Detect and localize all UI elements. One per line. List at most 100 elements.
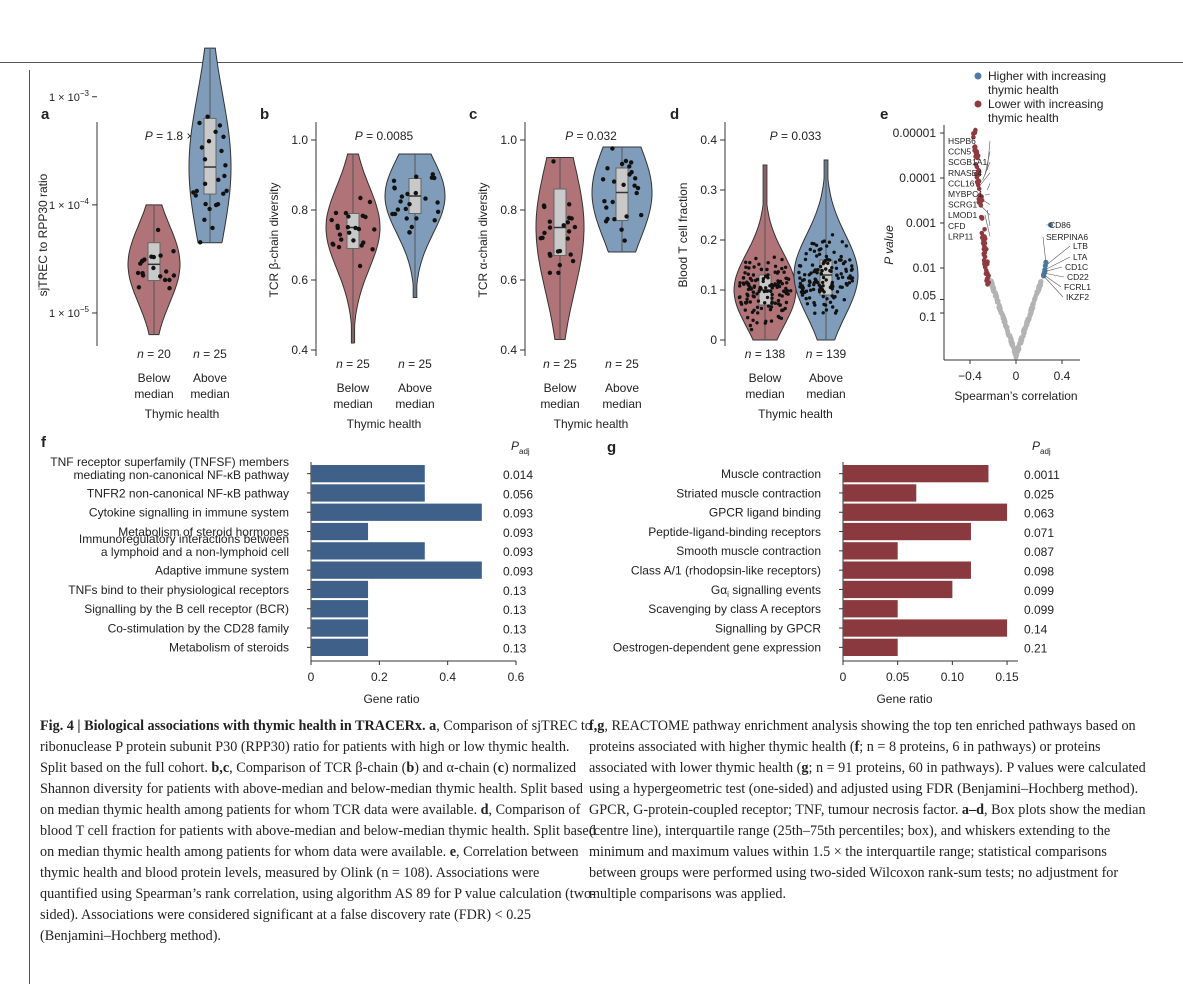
data-point <box>357 263 363 269</box>
point-lower <box>972 144 977 150</box>
data-point <box>223 163 228 168</box>
category-label: Signalling by GPCR <box>715 621 821 635</box>
data-point <box>755 292 759 296</box>
data-point <box>756 311 760 315</box>
category-label: TNFR2 non-canonical NF-κB pathway <box>87 486 289 500</box>
point-lower <box>972 148 977 153</box>
data-point <box>837 258 842 262</box>
data-point <box>548 253 553 258</box>
data-point <box>136 285 142 290</box>
data-point <box>347 230 352 235</box>
data-point <box>167 277 172 283</box>
category-label: TNFs bind to their physiological recepto… <box>68 583 289 597</box>
data-point <box>804 252 808 256</box>
gene-label: CFD <box>948 221 965 231</box>
label-leader <box>1042 236 1047 263</box>
data-point <box>217 123 223 128</box>
category-label: Metabolism of steroid hormones <box>118 525 289 539</box>
data-point <box>765 295 770 300</box>
data-point <box>221 134 226 139</box>
panel-letter-g: g <box>607 439 616 456</box>
data-point <box>764 319 768 323</box>
caption-text: ) and α-chain ( <box>414 760 498 776</box>
data-point <box>749 287 753 291</box>
caption-fig-title: Fig. 4 | Biological associations with th… <box>40 718 437 734</box>
data-point <box>785 281 789 285</box>
data-point <box>780 308 784 312</box>
data-point <box>210 225 215 231</box>
data-point <box>191 190 196 195</box>
data-point <box>782 270 786 274</box>
data-point <box>221 191 226 196</box>
point-lower <box>971 131 976 136</box>
x-group-label: median <box>806 387 845 401</box>
x-group-label: Above <box>809 371 843 385</box>
y-tick-label: 0.3 <box>700 183 717 197</box>
data-point <box>831 284 835 289</box>
y-axis-label: Blood T cell fraction <box>676 183 690 288</box>
data-point <box>773 264 778 268</box>
x-tick-label: 0 <box>308 670 315 684</box>
data-point <box>849 268 854 272</box>
label-leader <box>1044 272 1065 278</box>
data-point <box>570 258 576 264</box>
data-point <box>603 219 609 224</box>
data-point <box>839 254 843 259</box>
category-label: Class A/1 (rhodopsin-like receptors) <box>631 564 821 578</box>
data-point <box>151 265 156 271</box>
data-point <box>797 264 802 268</box>
data-point <box>780 294 784 298</box>
data-point <box>565 236 570 241</box>
x-group-label: Below <box>544 381 577 395</box>
bar <box>311 522 369 541</box>
data-point <box>752 265 756 269</box>
data-point <box>414 216 419 221</box>
padj-header: Padj <box>511 439 530 456</box>
p-value-label: P = 0.032 <box>565 129 617 143</box>
padj-value: 0.13 <box>503 584 527 598</box>
data-point <box>743 271 747 275</box>
n-label: n = 25 <box>336 357 370 371</box>
data-point <box>561 223 566 228</box>
gene-label: LTA <box>1073 252 1088 262</box>
point-lower <box>981 242 987 247</box>
data-point <box>329 217 334 223</box>
data-point <box>407 230 412 235</box>
y-tick-label: 0.4 <box>700 133 717 147</box>
data-point <box>738 284 742 288</box>
y-tick-label: 0.4 <box>500 343 517 357</box>
data-point <box>848 258 852 262</box>
data-point <box>835 273 839 278</box>
bar <box>311 600 369 618</box>
padj-value: 0.14 <box>1024 622 1048 636</box>
data-point <box>555 249 561 254</box>
label-leader <box>984 214 991 237</box>
data-point <box>140 259 145 264</box>
bar <box>311 619 369 637</box>
data-point <box>776 314 780 319</box>
data-point <box>405 191 410 197</box>
data-point <box>746 272 750 276</box>
category-label: TNF receptor superfamily (TNFSF) members <box>50 455 289 469</box>
data-point <box>812 280 817 285</box>
label-leader <box>984 151 991 176</box>
data-point <box>336 244 342 250</box>
point-lower <box>985 261 990 267</box>
caption-text: , Comparison of blood T cell fraction fo… <box>40 802 596 860</box>
data-point <box>820 240 825 244</box>
bar <box>843 484 917 502</box>
data-point <box>333 210 339 216</box>
data-point <box>572 224 578 230</box>
y-tick-label: 0.0001 <box>899 171 936 185</box>
data-point <box>399 194 405 199</box>
x-group-label: median <box>540 397 579 411</box>
data-point <box>770 286 774 290</box>
data-point <box>746 282 751 286</box>
data-point <box>814 243 819 247</box>
data-point <box>435 200 440 205</box>
data-point <box>780 266 784 271</box>
x-axis-title: Thymic health <box>145 407 220 421</box>
data-point <box>821 311 825 315</box>
point-lower <box>976 199 982 205</box>
legend-label: Higher with increasing <box>988 69 1106 83</box>
